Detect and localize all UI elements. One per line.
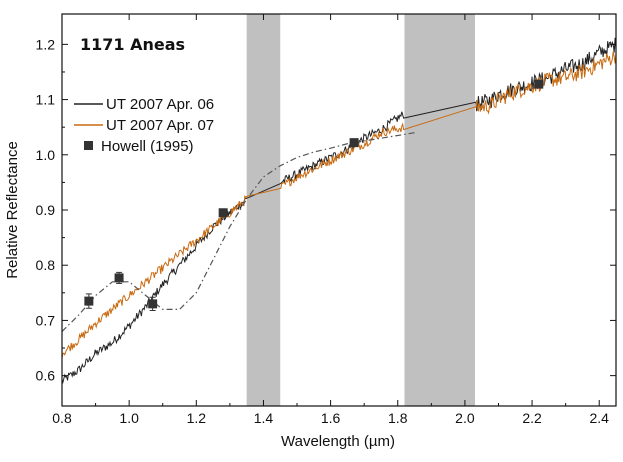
y-tick-label: 0.7: [36, 312, 56, 328]
y-tick-label: 1.2: [36, 36, 56, 52]
x-tick-label: 1.8: [388, 410, 408, 426]
telluric-band-0: [246, 14, 281, 406]
series-line-1: [62, 51, 616, 359]
x-tick-label: 2.4: [589, 410, 609, 426]
legend-label: Howell (1995): [101, 138, 194, 155]
y-tick-label: 1.1: [36, 92, 56, 108]
telluric-band-1: [404, 14, 475, 406]
data-point-5: [534, 79, 544, 89]
y-tick-label: 0.6: [36, 368, 56, 384]
y-axis-label: Relative Reflectance: [4, 141, 21, 279]
series-line-2: [62, 132, 415, 332]
data-point-2: [148, 299, 158, 309]
x-tick-label: 1.4: [254, 410, 274, 426]
legend-label: UT 2007 Apr. 07: [106, 117, 214, 134]
x-tick-label: 1.6: [321, 410, 341, 426]
x-tick-label: 1.2: [187, 410, 207, 426]
x-tick-label: 1.0: [119, 410, 139, 426]
plot-frame: [61, 13, 617, 407]
x-tick-label: 2.2: [522, 410, 542, 426]
y-tick-label: 1.0: [36, 147, 56, 163]
data-point-0: [84, 296, 94, 306]
legend-label: UT 2007 Apr. 06: [106, 96, 214, 113]
series-line-0: [62, 37, 616, 384]
legend-marker-3: [84, 141, 93, 150]
data-point-3: [218, 208, 228, 218]
data-point-1: [114, 273, 124, 283]
y-tick-label: 0.8: [36, 257, 56, 273]
data-point-4: [349, 138, 359, 148]
x-tick-label: 0.8: [52, 410, 72, 426]
chart-title: 1171 Aneas: [80, 35, 185, 54]
y-tick-label: 0.9: [36, 202, 56, 218]
x-tick-label: 2.0: [455, 410, 475, 426]
x-axis-label: Wavelength (µm): [281, 433, 395, 450]
